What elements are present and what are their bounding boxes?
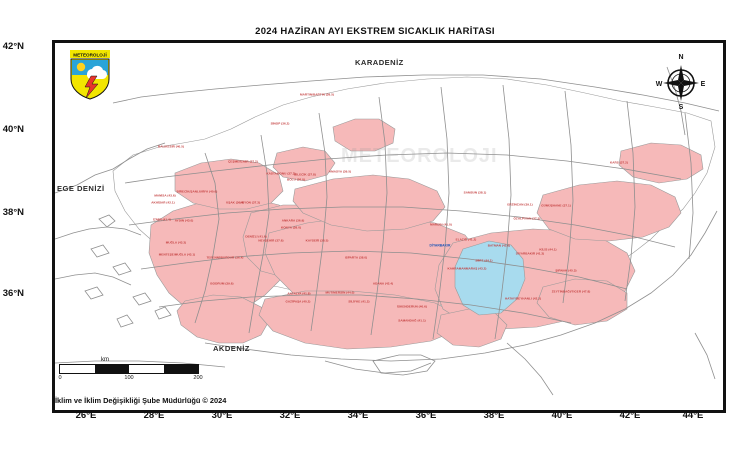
- scale-tick-2: 200: [193, 375, 203, 381]
- compass-w: W: [656, 81, 663, 88]
- scale-tick-1: 100: [124, 375, 134, 381]
- station-label: KONYA (38.0): [280, 225, 302, 230]
- x-axis-tick-8: 42°E: [619, 410, 641, 421]
- station-label: HATAY/REYHANLI (42.2): [504, 296, 542, 301]
- y-axis-tick-1: 40°N: [2, 124, 24, 135]
- credit-line: İklim ve İklim Değişikliği Şube Müdürlüğ…: [55, 396, 227, 405]
- station-label: SAMANDAĞ (41.1): [398, 318, 426, 323]
- map-inner: .cst{fill:none;stroke:#8f8f8f;stroke-wid…: [55, 43, 723, 410]
- x-axis-tick-2: 30°E: [211, 410, 233, 421]
- map-geography-svg: .cst{fill:none;stroke:#8f8f8f;stroke-wid…: [55, 66, 720, 396]
- station-label: MARTIN/BARTIN (39.5): [299, 92, 335, 97]
- station-label: TEFENNİ/BURDUR (36.4): [206, 255, 244, 260]
- station-label: BALIKESİR (40.5): [157, 144, 185, 149]
- x-axis-tick-1: 28°E: [143, 410, 165, 421]
- page-title: 2024 HAZİRAN AYI EKSTREM SICAKLIK HARİTA…: [255, 26, 495, 37]
- station-label: ÖZALP/VAN (37.5): [513, 216, 541, 221]
- svg-text:METEOROLOJİ: METEOROLOJİ: [73, 51, 106, 57]
- scale-bar-ticks: 0 100 200: [58, 374, 203, 384]
- scale-bar: km 0 100 200: [58, 357, 209, 384]
- scale-tick-0: 0: [58, 375, 62, 381]
- station-label: BOLU (36.0): [287, 177, 305, 182]
- station-label: GAZİPAŞA (40.2): [285, 299, 311, 304]
- station-label: KAYSERİ (38.5): [305, 238, 329, 243]
- y-axis-tick-0: 42°N: [2, 41, 24, 52]
- station-label: DİYARBAKIR (41.3): [515, 251, 545, 256]
- station-label: ZEYTİNBAĞI/TIGER (47.8): [551, 289, 591, 294]
- station-label: UŞAK (36.4): [226, 200, 244, 205]
- station-label: KAHRAMANMARAŞ (43.2): [447, 266, 487, 271]
- station-label: AMASYA (39.5): [328, 169, 352, 174]
- y-axis-tick-3: 36°N: [2, 288, 24, 299]
- compass-rose: N S E W: [653, 49, 709, 111]
- station-label: ELAZIĞ (41.2): [455, 237, 477, 242]
- station-label: KARS (37.2): [610, 160, 628, 165]
- compass-rose-icon: N S E W: [656, 54, 706, 111]
- station-label: DENİZLİ (41.6): [245, 234, 267, 239]
- station-label: İSKENDERUN (40.6): [397, 304, 427, 309]
- y-axis-tick-2: 38°N: [2, 207, 24, 218]
- x-axis-tick-3: 32°E: [279, 410, 301, 421]
- station-label: AFYON (37.3): [239, 200, 261, 205]
- compass-e: E: [701, 81, 706, 88]
- station-label: ÇEŞME/İZMİR (37.2): [228, 159, 258, 164]
- x-axis-tick-5: 36°E: [415, 410, 437, 421]
- station-label: ANTALYA (41.8): [287, 291, 311, 296]
- station-label: BODRUM (39.6): [210, 281, 234, 286]
- station-label: MUĞLA (43.3): [165, 240, 187, 245]
- station-label: BİRECİK/ŞANLIURFA (40.6): [176, 189, 218, 194]
- station-label: ANKARA (36.9): [281, 218, 305, 223]
- x-axis-tick-0: 26°E: [75, 410, 97, 421]
- scale-bar-unit: km: [101, 357, 109, 363]
- meteoroloji-shield-icon: METEOROLOJİ: [70, 50, 110, 100]
- station-label: BATMAN (42.6): [487, 243, 511, 248]
- station-label: SİİRT (44.1): [475, 258, 493, 263]
- station-label: KİLİS (44.1): [539, 247, 557, 252]
- station-label: ISPARTA (38.0): [344, 255, 368, 260]
- compass-n: N: [678, 54, 683, 61]
- scale-bar-segments: [59, 364, 199, 374]
- station-label: MUT/MERSİN (44.0): [325, 290, 355, 295]
- station-label: SİLİFKE (41.2): [348, 299, 370, 304]
- meteoroloji-logo: METEOROLOJİ: [67, 49, 113, 101]
- station-label: MENTEŞE/MUĞLA (43.1): [158, 252, 196, 257]
- station-label: DİYARBAKIR: [429, 243, 451, 248]
- compass-s: S: [679, 104, 684, 111]
- station-label: AKHİSAR (42.1): [151, 200, 175, 205]
- sea-label-akdeniz: AKDENİZ: [213, 344, 250, 353]
- sea-label-ege-denizi: EGE DENİZİ: [57, 184, 105, 193]
- station-label: KASTAMONU (37.3): [266, 171, 296, 176]
- station-label: MANİSA (43.6): [154, 193, 176, 198]
- station-label: SİNOP (36.2): [270, 121, 290, 126]
- map-canvas[interactable]: .cst{fill:none;stroke:#8f8f8f;stroke-wid…: [52, 40, 726, 413]
- station-label: ADANA (42.4): [372, 281, 394, 286]
- station-label: GÜMÜŞHANE (37.1): [541, 203, 571, 208]
- station-label: ERZİNCAN (39.1): [507, 202, 533, 207]
- station-label: NEVŞEHİR (37.6): [258, 238, 284, 243]
- x-axis-tick-7: 40°E: [551, 410, 573, 421]
- station-label: ŞIRNAK (45.3): [555, 268, 577, 273]
- x-axis-tick-9: 44°E: [682, 410, 704, 421]
- x-axis-tick-6: 38°E: [483, 410, 505, 421]
- station-label: BİLECİK (37.8): [294, 172, 316, 177]
- sea-label-karadeniz: KARADENİZ: [355, 58, 404, 67]
- station-label: MARDİN (41.0): [430, 222, 452, 227]
- station-label: İZMİR (41.4): [153, 217, 171, 222]
- x-axis-tick-4: 34°E: [347, 410, 369, 421]
- station-label: AYDIN (43.0): [174, 218, 194, 223]
- station-label: SAMSUN (38.1): [463, 190, 487, 195]
